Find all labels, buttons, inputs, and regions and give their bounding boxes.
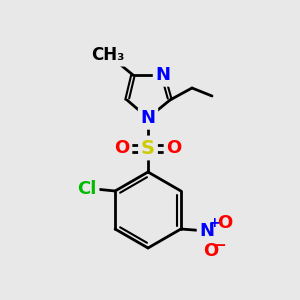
Text: O: O <box>167 139 182 157</box>
Text: N: N <box>140 109 155 127</box>
Text: O: O <box>203 242 218 260</box>
Text: +: + <box>208 216 220 230</box>
Text: −: − <box>214 238 226 253</box>
Text: N: N <box>155 66 170 84</box>
Text: Cl: Cl <box>77 180 97 198</box>
Text: CH₃: CH₃ <box>91 46 125 64</box>
Text: O: O <box>114 139 130 157</box>
Text: O: O <box>217 214 232 232</box>
Text: S: S <box>141 139 155 158</box>
Text: N: N <box>200 222 214 240</box>
